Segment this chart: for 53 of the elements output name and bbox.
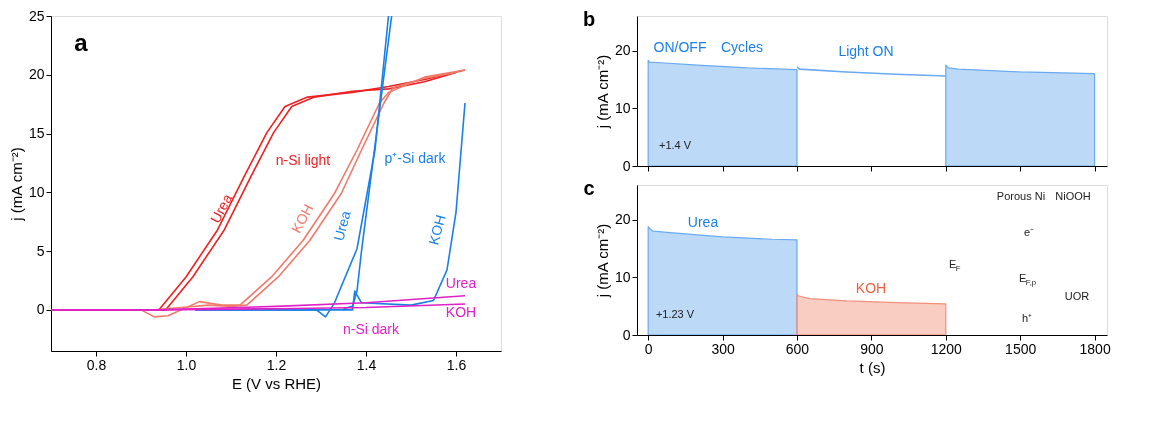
x-axis-title: E (V vs RHE) bbox=[231, 374, 322, 392]
y-tick-label: 15 bbox=[28, 125, 45, 142]
y-tick-label: 20 bbox=[28, 66, 45, 83]
x-tick-label: 1800 bbox=[1079, 340, 1111, 357]
annotation: KOH bbox=[425, 213, 449, 247]
annotation: Cycles bbox=[720, 39, 764, 55]
y-tick-label: 5 bbox=[36, 242, 45, 259]
annotation: NiOOH bbox=[1055, 190, 1091, 202]
y-tick-label: 25 bbox=[28, 7, 45, 24]
annotation: KOH bbox=[445, 304, 477, 320]
y-axis-title: j (mA cm⁻²) bbox=[593, 223, 611, 299]
annotation: UOR bbox=[1064, 290, 1090, 302]
x-tick-label: 1500 bbox=[1005, 340, 1037, 357]
y-tick-label: 0 bbox=[622, 157, 631, 174]
x-axis-title: t (s) bbox=[859, 358, 886, 376]
annotation: Light ON bbox=[838, 43, 894, 59]
x-tick-label: 1.4 bbox=[356, 356, 377, 373]
y-tick-label: 0 bbox=[622, 326, 631, 343]
x-tick-label: 1.6 bbox=[446, 356, 467, 373]
annotation: Urea bbox=[445, 275, 477, 291]
annotation: Urea bbox=[687, 214, 719, 230]
y-tick-label: 0 bbox=[36, 301, 45, 318]
x-tick-label: 1200 bbox=[930, 340, 963, 357]
x-tick-label: 900 bbox=[860, 340, 884, 357]
y-tick-label: 20 bbox=[614, 42, 631, 59]
annotation: n-Si light bbox=[275, 152, 331, 168]
x-tick-label: 600 bbox=[785, 340, 810, 357]
annotation: KOH bbox=[287, 201, 317, 236]
y-tick-label: 10 bbox=[28, 183, 45, 200]
annotation: ON/OFF bbox=[653, 39, 707, 55]
y-tick-label: 20 bbox=[614, 211, 631, 228]
x-tick-label: 0.8 bbox=[86, 356, 107, 373]
x-tick-label: 300 bbox=[711, 340, 735, 357]
annotation: a bbox=[74, 29, 89, 56]
annotation: KOH bbox=[855, 280, 887, 296]
annotation: +1.4 V bbox=[658, 139, 692, 151]
annotation: Urea bbox=[206, 191, 236, 226]
y-tick-label: 10 bbox=[614, 268, 631, 285]
annotation: p⁺-Si dark bbox=[384, 150, 447, 166]
y-axis-title: j (mA cm⁻²) bbox=[7, 147, 25, 222]
x-tick-label: 1.0 bbox=[176, 356, 197, 373]
x-tick-label: 0 bbox=[644, 340, 653, 357]
y-tick-label: 10 bbox=[614, 99, 631, 116]
text: b bbox=[582, 8, 596, 30]
text: c bbox=[583, 177, 595, 199]
y-axis-title: j (mA cm⁻²) bbox=[593, 54, 611, 130]
annotation: e⁻ bbox=[1023, 226, 1035, 238]
annotation: +1.23 V bbox=[655, 308, 695, 320]
x-tick-label: 1.2 bbox=[266, 356, 287, 373]
annotation: Urea bbox=[330, 208, 354, 243]
annotation: Porous Ni bbox=[996, 190, 1046, 202]
annotation: h⁺ bbox=[1021, 312, 1033, 324]
annotation: n-Si dark bbox=[342, 321, 400, 337]
